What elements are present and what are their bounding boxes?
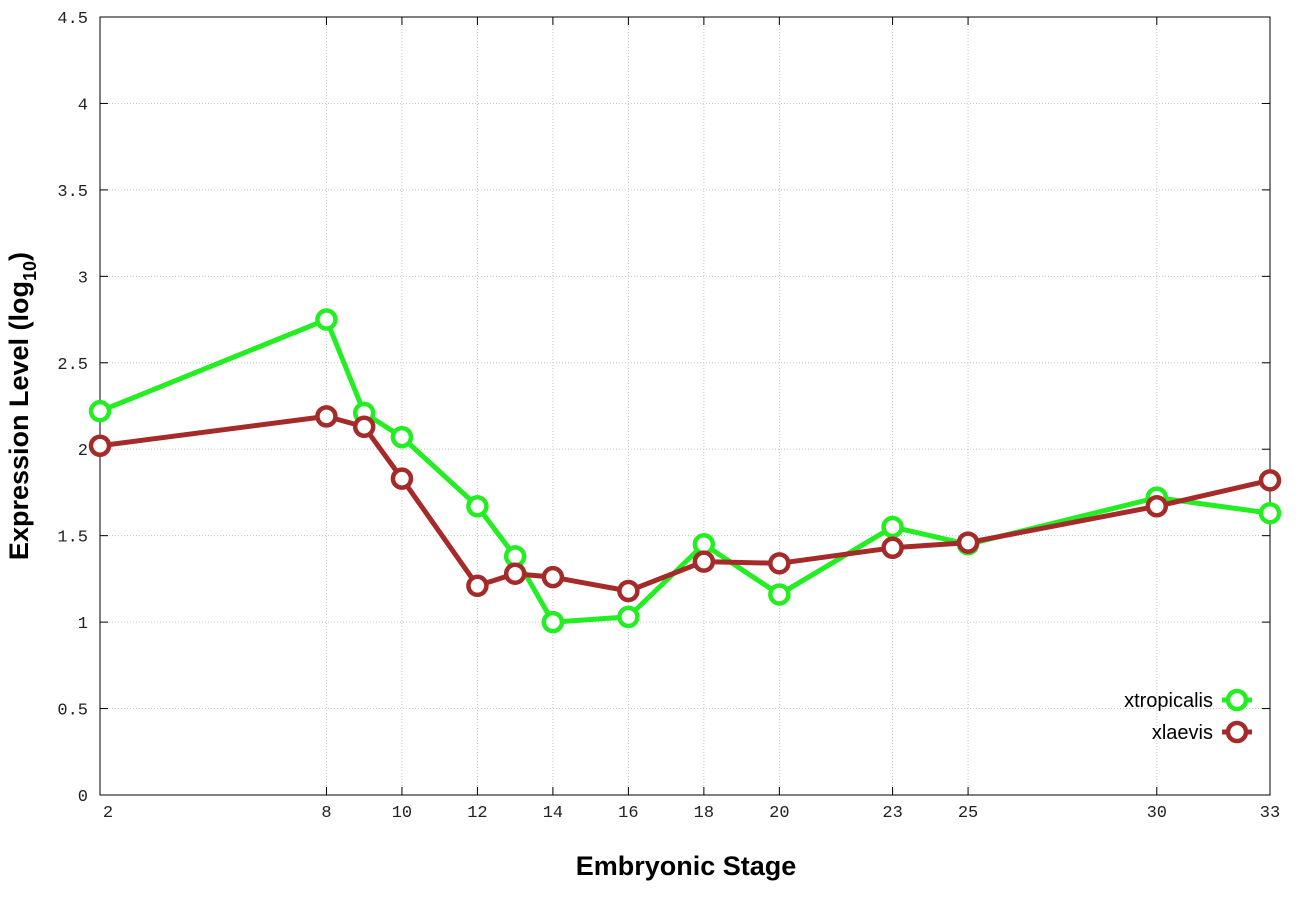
x-tick-label: 12 [467,804,487,823]
y-tick-label: 1 [78,615,88,634]
x-tick-label: 2 [103,804,113,823]
y-tick-label: 0 [78,788,88,807]
data-point-xlaevis [768,552,791,575]
data-point-xlaevis [617,579,640,603]
y-tick-label: 4 [78,96,88,115]
legend: xtropicalis xlaevis [1124,688,1252,744]
y-tick-label: 3 [78,269,88,288]
data-point-xlaevis [315,405,338,428]
data-point-xtropicalis [466,495,489,518]
series [88,308,1282,634]
data-point-xtropicalis [1258,501,1282,525]
x-tick-label: 30 [1147,804,1167,823]
data-point-xlaevis [541,565,565,589]
x-tick-label: 25 [958,804,978,823]
y-tick-label: 2.5 [57,356,88,375]
plot-frame [99,16,1271,796]
x-tick-label: 20 [769,804,789,823]
x-tick-label: 33 [1260,804,1280,823]
data-point-xtropicalis [390,425,414,449]
data-point-xtropicalis [315,308,338,331]
ticks: 0 0.5 1 1.5 2 2.5 3 3.5 4 4.5 2 8 10 12 14 16 18 20 23 25 30… [57,10,1280,823]
y-tick-label: 0.5 [57,702,88,721]
data-point-xlaevis [692,550,716,573]
y-axis-label: Expression Level (log10) [4,252,40,560]
x-tick-label: 16 [618,804,638,823]
x-tick-label: 14 [543,804,563,823]
data-point-xtropicalis [617,605,640,629]
y-tick-label: 2 [78,442,88,461]
grid [100,17,1270,795]
data-point-xlaevis [1145,495,1169,518]
legend-label: xlaevis [1152,722,1213,744]
y-tick-label: 3.5 [57,183,88,202]
x-tick-label: 23 [882,804,902,823]
x-tick-label: 18 [694,804,714,823]
data-point-xtropicalis [541,610,565,634]
y-tick-label: 4.5 [57,10,88,29]
data-point-xlaevis [956,531,980,554]
data-point-xtropicalis [768,583,791,606]
x-axis-label: Embryonic Stage [576,851,797,881]
legend-label: xtropicalis [1124,690,1213,712]
data-point-xlaevis [881,536,904,560]
x-tick-label: 8 [321,804,331,823]
data-point-xtropicalis [88,399,112,423]
y-tick-label: 1.5 [57,529,88,548]
data-point-xlaevis [466,574,489,598]
x-tick-label: 10 [392,804,412,823]
data-point-xlaevis [503,562,527,585]
legend-marker [1225,720,1249,744]
data-point-xlaevis [1258,469,1282,492]
series-line-xtropicalis [99,317,1271,625]
data-point-xlaevis [390,467,414,490]
data-point-xlaevis [88,434,112,458]
data-point-xlaevis [352,415,376,438]
data-point-xtropicalis [881,515,904,539]
legend-marker [1225,688,1249,712]
